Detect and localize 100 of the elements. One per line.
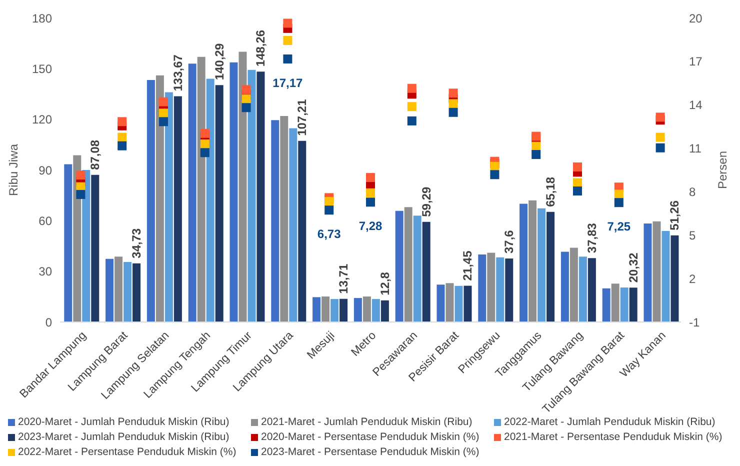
bar — [206, 78, 214, 322]
bar — [588, 258, 596, 322]
bar — [322, 296, 330, 322]
bar — [620, 288, 628, 322]
data-label: 107,21 — [295, 98, 310, 136]
point — [490, 170, 500, 180]
data-label: 37,83 — [584, 222, 599, 254]
bar — [362, 296, 371, 322]
point — [242, 103, 251, 112]
bar — [644, 224, 652, 322]
point — [573, 162, 582, 172]
bar — [298, 140, 306, 322]
legend-label: 2021-Maret - Jumlah Penduduk Miskin (Ribu) — [261, 416, 472, 428]
bar — [464, 286, 472, 322]
bar — [395, 210, 404, 322]
point — [200, 128, 210, 138]
bar — [478, 254, 486, 322]
point — [283, 18, 292, 28]
bar — [670, 235, 679, 322]
bar — [454, 286, 463, 322]
point — [532, 150, 541, 160]
bar — [629, 288, 638, 322]
point — [242, 85, 251, 94]
data-label: 65,18 — [544, 176, 558, 207]
bar — [91, 174, 100, 322]
bar — [662, 230, 670, 322]
legend-label: 2023-Maret - Persentase Penduduk Miskin (%) — [261, 446, 480, 458]
y2-tick-label: 5 — [689, 228, 696, 242]
bar — [413, 216, 422, 322]
point — [448, 88, 458, 98]
y-tick-label: 30 — [38, 264, 52, 279]
y2-tick-label: 17 — [689, 54, 703, 69]
data-label: 34,73 — [130, 228, 144, 258]
bar — [340, 298, 348, 322]
legend-label: 2023-Maret - Jumlah Penduduk Miskin (Ribu) — [18, 431, 230, 443]
data-label: 7,25 — [607, 220, 631, 234]
point — [366, 188, 375, 198]
data-label: 12,8 — [378, 272, 392, 296]
bar — [538, 208, 546, 322]
bar — [156, 75, 164, 322]
bar — [578, 256, 587, 322]
bar — [230, 62, 238, 322]
data-label: 37,6 — [502, 230, 516, 254]
point — [573, 186, 582, 196]
point — [324, 206, 334, 215]
data-label: 148,26 — [254, 30, 268, 67]
y-tick-label: 90 — [38, 163, 52, 178]
point — [656, 112, 665, 122]
legend-label: 2022-Maret - Jumlah Penduduk Miskin (Ribu) — [504, 416, 716, 428]
bar — [528, 200, 537, 322]
bar — [197, 56, 206, 322]
data-label: 13,71 — [336, 263, 351, 294]
bar — [248, 70, 256, 322]
point — [656, 132, 665, 142]
bar — [64, 164, 72, 322]
legend-label: 2020-Maret - Jumlah Penduduk Miskin (Ribu) — [18, 416, 230, 428]
bar — [271, 120, 280, 322]
point — [366, 173, 375, 182]
y2-axis-title: Persen — [715, 150, 730, 190]
bar — [106, 258, 114, 322]
point — [76, 190, 86, 199]
data-label: 51,26 — [668, 200, 682, 230]
data-label: 7,28 — [358, 219, 382, 234]
bar — [132, 263, 141, 322]
y-axis-title: Ribu Jiwa — [6, 144, 20, 196]
data-label: 17,17 — [272, 76, 304, 90]
point — [242, 94, 251, 104]
bar — [188, 64, 196, 322]
point — [200, 148, 210, 158]
bar — [520, 204, 528, 322]
point — [448, 108, 458, 117]
bar — [611, 284, 620, 322]
data-label: 87,08 — [88, 140, 102, 170]
bar — [546, 212, 555, 322]
bar — [256, 72, 265, 322]
bar — [570, 248, 578, 322]
y-tick-label: 120 — [32, 112, 52, 127]
point — [407, 84, 416, 93]
point — [283, 36, 292, 45]
y2-tick-label: 14 — [689, 98, 703, 112]
data-label: 20,32 — [626, 252, 640, 283]
y2-tick-label: 20 — [689, 11, 703, 26]
y-tick-label: 180 — [32, 11, 52, 26]
point — [159, 117, 168, 126]
bar — [505, 258, 514, 322]
y-tick-label: 150 — [32, 62, 52, 76]
bar — [354, 298, 362, 322]
point — [118, 132, 127, 142]
bar — [436, 284, 445, 322]
point — [366, 198, 375, 207]
bar — [380, 300, 389, 322]
data-label: 140,29 — [212, 43, 226, 80]
y2-tick-label: 8 — [689, 184, 696, 199]
bar — [82, 170, 90, 322]
data-label: 21,45 — [460, 250, 475, 281]
bar — [602, 288, 610, 322]
data-label: 59,29 — [419, 186, 434, 217]
legend-label: 2020-Maret - Persentase Penduduk Miskin (%) — [261, 431, 480, 443]
bar — [215, 85, 224, 322]
bar — [289, 128, 298, 322]
